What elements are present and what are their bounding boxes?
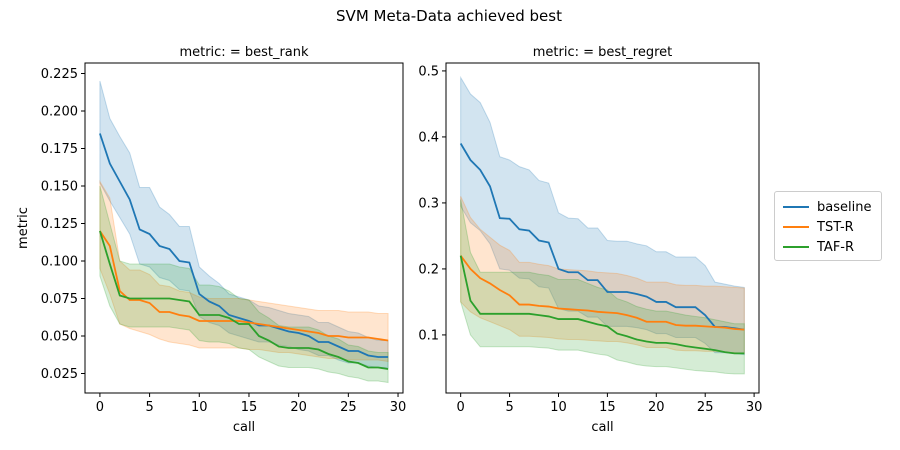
series-line-tst-r [459,255,745,331]
x-tick-label: 0 [457,400,465,415]
y-axis-label: metric [16,207,31,249]
y-tick-label: 0.5 [418,64,439,79]
x-tick-label: 15 [241,400,258,415]
x-tick-label: 15 [599,400,616,415]
y-tick-label: 0.075 [41,292,78,307]
x-tick-label: 25 [697,400,714,415]
x-tick-label: 5 [505,400,513,415]
y-tick-label: 0.175 [41,142,78,157]
series-line-baseline [459,143,745,331]
x-tick-label: 25 [340,400,357,415]
y-tick-label: 0.150 [41,180,78,195]
plot-frame [445,62,760,394]
y-tick-label: 0.225 [41,67,78,82]
legend-entry-tst-r: TST-R [783,218,854,236]
y-tick-label: 0.3 [418,196,439,211]
series-line-taf-r [459,255,745,355]
x-tick-label: 10 [550,400,567,415]
x-tick-label: 10 [191,400,208,415]
series-line-baseline [99,133,389,358]
panel-best-regret: 0 5 10 15 20 25 30 0.1 0.2 0.3 0.4 0.5 metric: = b… [418,45,762,435]
x-tick-label: 30 [390,400,407,415]
plot-frame [84,62,404,394]
y-tick-label: 0.1 [418,328,439,343]
y-tick-label: 0.100 [41,255,78,270]
confidence-band-tst-r [99,179,389,363]
legend-swatch-baseline [783,206,809,208]
x-tick-label: 30 [746,400,763,415]
legend: baseline TST-R TAF-R [774,191,882,261]
legend-entry-baseline: baseline [783,198,871,216]
y-tick-label: 0.200 [41,105,78,120]
legend-entry-taf-r: TAF-R [783,238,854,256]
panel-best-rank: 0 5 10 15 20 25 30 0.025 0.050 0.075 0.100 0.125 0.… [16,45,406,435]
legend-label: baseline [817,199,872,215]
x-axis-label: call [591,420,613,435]
y-tick-label: 0.125 [41,217,78,232]
legend-swatch-tst-r [783,226,809,228]
x-tick-label: 0 [96,400,104,415]
panel-title: metric: = best_rank [179,45,309,60]
confidence-band-baseline [460,75,745,356]
legend-label: TAF-R [817,239,855,255]
series-line-taf-r [99,230,389,370]
y-tick-label: 0.050 [41,330,78,345]
x-axis-label: call [233,420,255,435]
legend-swatch-taf-r [783,246,809,248]
confidence-band-baseline [99,80,389,368]
x-tick-label: 5 [145,400,153,415]
x-tick-label: 20 [648,400,665,415]
panel-title: metric: = best_regret [533,45,672,60]
y-tick-label: 0.025 [41,367,78,382]
y-tick-label: 0.2 [418,262,439,277]
y-tick-label: 0.4 [418,130,439,145]
series-line-tst-r [99,230,389,342]
x-tick-label: 20 [290,400,307,415]
confidence-band-taf-r [460,199,745,375]
figure-title: SVM Meta-Data achieved best [336,7,562,25]
legend-label: TST-R [817,219,854,235]
